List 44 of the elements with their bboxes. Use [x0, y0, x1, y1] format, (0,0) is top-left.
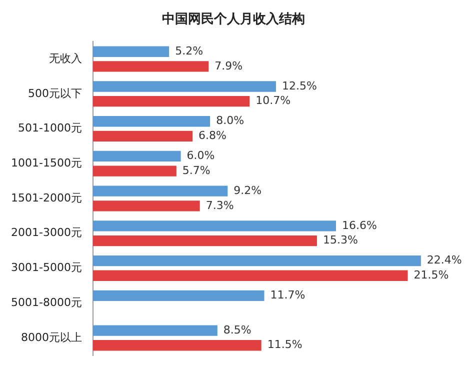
data-label: 22.4% [426, 254, 462, 267]
data-label: 5.7% [182, 164, 210, 177]
data-label: 5.2% [175, 44, 204, 58]
data-label: 8.5% [223, 323, 252, 336]
bar [92, 96, 250, 107]
bar [92, 235, 317, 246]
data-label: 16.6% [342, 218, 377, 232]
bar [92, 150, 181, 162]
y-tick-label: 1001-1500元 [10, 156, 82, 170]
bar [92, 270, 408, 281]
data-label: 12.5% [282, 79, 317, 92]
y-tick-label: 1501-2000元 [10, 191, 82, 204]
y-tick-label: 501-1000元 [18, 122, 82, 135]
data-label: 21.5% [414, 268, 449, 282]
data-label: 10.7% [256, 94, 291, 108]
bar [92, 116, 210, 127]
bar [92, 130, 193, 142]
y-tick-label: 3001-5000元 [10, 261, 82, 274]
data-label: 7.3% [206, 198, 234, 212]
chart-title: 中国网民个人月收入结构 [162, 11, 305, 28]
data-label: 9.2% [234, 184, 262, 197]
bar [92, 46, 170, 57]
data-label: 11.7% [270, 288, 306, 302]
data-label: 8.0% [216, 114, 244, 128]
bar [92, 200, 200, 212]
bar [92, 61, 209, 72]
data-label: 11.5% [267, 338, 302, 352]
y-tick-label: 无收入 [48, 52, 82, 65]
bar [92, 255, 421, 266]
y-tick-label: 500元以下 [28, 86, 82, 100]
data-label: 15.3% [322, 234, 358, 247]
bar [92, 340, 262, 351]
bar [92, 325, 218, 336]
data-label: 7.9% [214, 59, 243, 72]
y-tick-label: 2001-3000元 [10, 226, 82, 240]
bar [92, 186, 228, 196]
bar [92, 81, 276, 92]
bar [92, 290, 264, 302]
y-tick-label: 8000元以上 [20, 330, 82, 344]
data-label: 6.0% [186, 149, 215, 162]
bar [92, 166, 176, 176]
bar [92, 220, 336, 232]
data-label: 6.8% [198, 129, 226, 142]
y-tick-label: 5001-8000元 [10, 296, 82, 309]
